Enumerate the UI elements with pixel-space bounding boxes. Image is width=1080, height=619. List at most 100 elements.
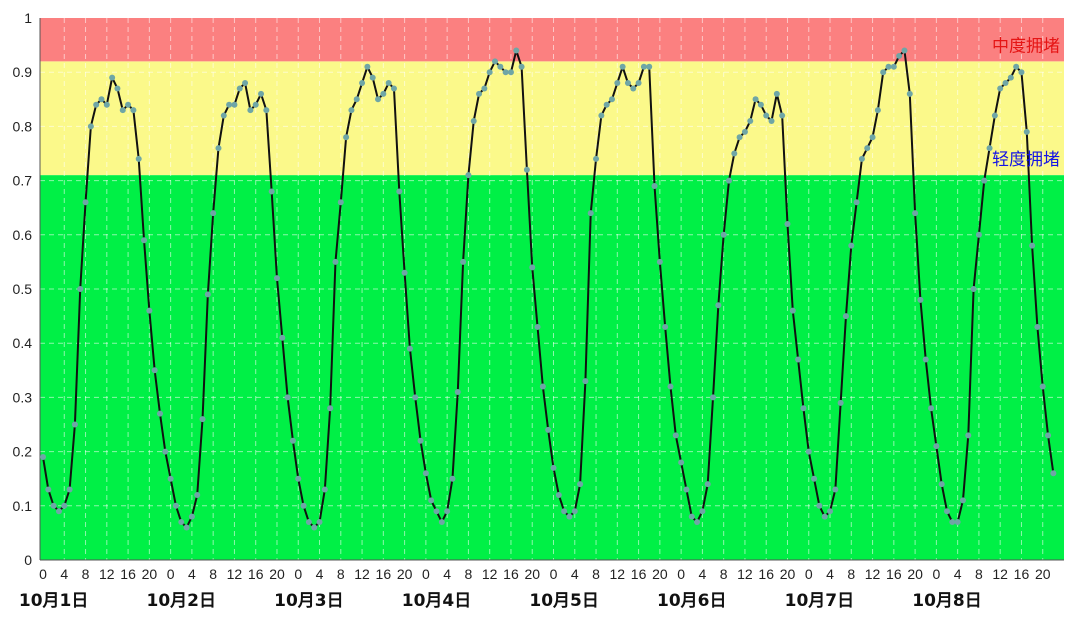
data-point <box>369 74 376 81</box>
x-tick-label: 4 <box>443 566 451 582</box>
data-point <box>327 405 334 412</box>
data-point <box>981 177 988 184</box>
data-point <box>406 345 413 352</box>
day-label: 10月8日 <box>912 591 982 611</box>
data-point <box>417 437 424 444</box>
data-point <box>348 107 355 114</box>
data-point <box>986 145 993 152</box>
data-point <box>215 145 222 152</box>
x-tick-label: 4 <box>954 566 962 582</box>
data-point <box>513 47 520 54</box>
data-point <box>667 383 674 390</box>
data-point <box>529 264 536 271</box>
data-point <box>242 80 249 87</box>
data-point <box>965 432 972 439</box>
x-tick-label: 20 <box>652 566 668 582</box>
data-point <box>954 519 961 526</box>
y-tick-label: 0.2 <box>13 444 33 460</box>
x-tick-label: 16 <box>248 566 264 582</box>
data-point <box>343 134 350 141</box>
data-point <box>507 69 514 76</box>
data-point <box>1050 470 1057 477</box>
data-point <box>1013 63 1020 70</box>
data-point <box>827 508 834 515</box>
data-point <box>704 481 711 488</box>
data-point <box>683 486 690 493</box>
data-point <box>598 112 605 119</box>
data-point <box>167 475 174 482</box>
x-tick-label: 8 <box>337 566 345 582</box>
data-point <box>194 491 201 498</box>
x-tick-label: 20 <box>907 566 923 582</box>
x-tick-label: 12 <box>227 566 243 582</box>
x-tick-label: 16 <box>886 566 902 582</box>
data-point <box>619 63 626 70</box>
data-point <box>949 519 956 526</box>
data-point <box>975 231 982 238</box>
data-point <box>82 199 89 206</box>
data-point <box>375 96 382 103</box>
data-point <box>1023 128 1030 135</box>
data-point <box>332 258 339 265</box>
data-point <box>901 47 908 54</box>
x-tick-label: 20 <box>1035 566 1051 582</box>
x-tick-label: 0 <box>422 566 430 582</box>
data-point <box>1039 383 1046 390</box>
data-point <box>1045 432 1052 439</box>
y-tick-label: 0.3 <box>13 389 33 405</box>
data-point <box>55 508 62 515</box>
x-tick-label: 12 <box>482 566 498 582</box>
data-point <box>172 502 179 509</box>
data-markers <box>40 47 1057 531</box>
data-point <box>646 63 653 70</box>
data-point <box>970 286 977 292</box>
data-point <box>98 96 105 103</box>
data-point <box>917 296 924 303</box>
data-point <box>71 421 78 428</box>
data-point <box>577 481 584 488</box>
data-point <box>289 437 296 444</box>
data-point <box>465 172 472 179</box>
day-label: 10月6日 <box>657 591 727 611</box>
data-point <box>1034 323 1041 330</box>
data-point <box>359 80 366 87</box>
x-tick-label: 16 <box>1014 566 1030 582</box>
data-point <box>725 177 732 184</box>
data-point <box>364 63 371 70</box>
x-tick-label: 8 <box>465 566 473 582</box>
data-point <box>321 486 328 493</box>
data-point <box>922 356 929 363</box>
x-tick-label: 8 <box>975 566 983 582</box>
x-tick-label: 20 <box>524 566 540 582</box>
data-point <box>662 323 669 330</box>
data-point <box>183 524 190 531</box>
data-point <box>141 237 148 244</box>
data-point <box>77 286 84 292</box>
x-tick-label: 4 <box>826 566 834 582</box>
data-point <box>87 123 94 130</box>
grid-lines <box>40 18 1064 560</box>
x-tick-label: 12 <box>99 566 115 582</box>
day-label: 10月3日 <box>274 591 344 611</box>
x-tick-label: 0 <box>932 566 940 582</box>
data-point <box>523 166 530 173</box>
data-point <box>61 502 68 509</box>
data-point <box>763 112 770 119</box>
data-point <box>768 117 775 124</box>
x-tick-label: 0 <box>677 566 685 582</box>
data-point <box>789 307 796 314</box>
data-point <box>678 459 685 466</box>
data-point <box>481 85 488 92</box>
data-point <box>906 90 913 97</box>
data-point <box>635 80 642 87</box>
data-point <box>885 63 892 70</box>
data-point <box>492 58 499 65</box>
data-point <box>311 524 318 531</box>
data-point <box>991 112 998 119</box>
y-tick-label: 1 <box>24 10 32 26</box>
data-point <box>608 96 615 103</box>
x-tick-label: 12 <box>737 566 753 582</box>
data-point <box>880 69 887 76</box>
data-point <box>390 85 397 92</box>
data-point <box>109 74 116 81</box>
